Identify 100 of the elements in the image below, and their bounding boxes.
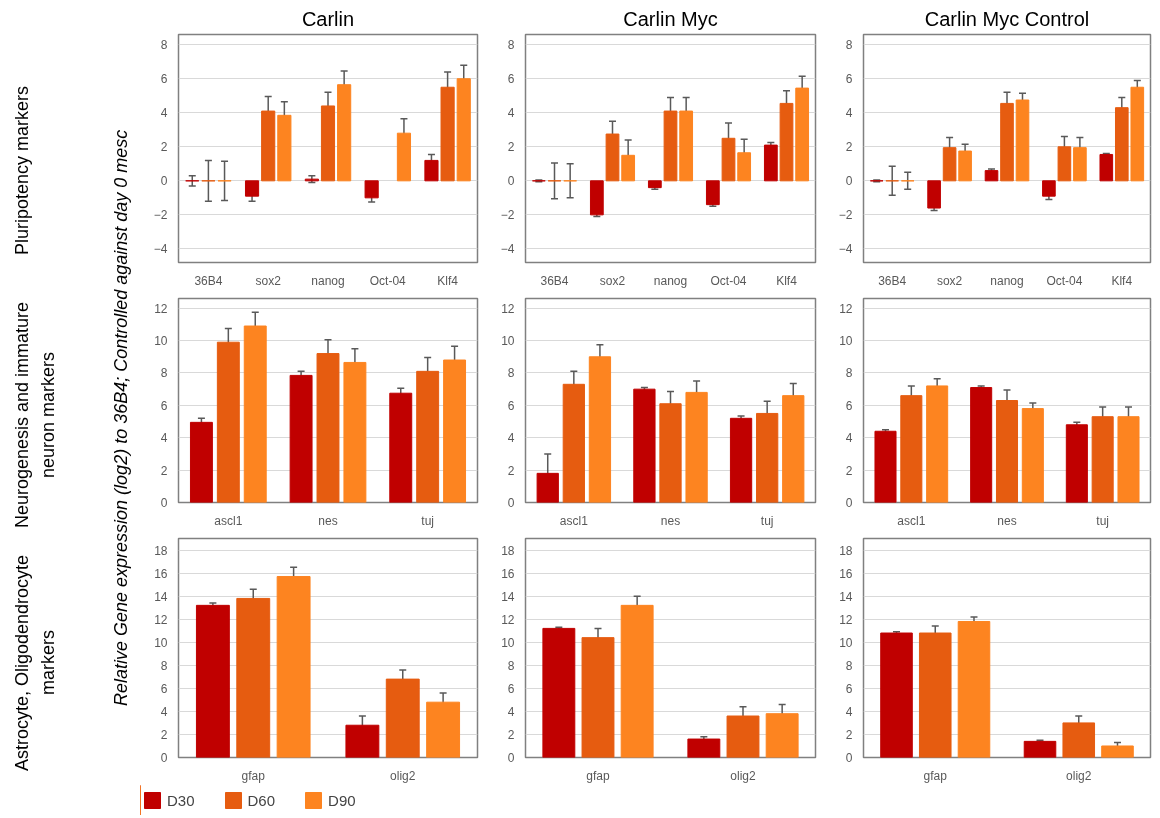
y-tick-label: 8 <box>507 366 515 381</box>
bar <box>1114 107 1129 182</box>
y-tick-label: 0 <box>845 174 853 189</box>
y-tick-label: 2 <box>845 463 853 478</box>
y-tick-label: 16 <box>839 566 853 581</box>
bar <box>581 637 615 758</box>
x-tick-label: 36B4 <box>540 273 569 288</box>
y-tick-label: 12 <box>154 612 168 627</box>
bar <box>1091 416 1114 503</box>
bar <box>261 110 276 182</box>
bar <box>443 359 467 503</box>
y-tick-label: 0 <box>507 751 515 765</box>
y-tick-label: 4 <box>507 106 515 121</box>
y-tick-label: 2 <box>845 140 853 155</box>
y-tick-label: 18 <box>839 543 853 558</box>
y-tick-label: −2 <box>500 208 515 223</box>
x-tick-label: Klf4 <box>1111 273 1133 288</box>
bar <box>1000 102 1014 182</box>
chart-title: Carlin Myc Control <box>924 7 1090 30</box>
x-tick-label: 36B4 <box>194 273 223 288</box>
bar <box>337 84 352 182</box>
bar <box>647 180 662 189</box>
x-tick-label: ascl1 <box>559 513 589 528</box>
x-tick-label: olig2 <box>390 768 416 783</box>
x-tick-label: Klf4 <box>776 273 798 288</box>
x-tick-label: nes <box>660 513 681 528</box>
x-tick-label: nes <box>997 513 1017 528</box>
bar <box>440 86 455 182</box>
y-tick-label: 6 <box>507 681 515 696</box>
y-tick-label: 10 <box>839 635 853 650</box>
y-tick-label: 2 <box>160 463 168 478</box>
bar <box>1117 416 1140 503</box>
bar <box>705 180 720 206</box>
bar <box>927 180 941 209</box>
bar <box>621 154 636 182</box>
bar <box>918 632 952 758</box>
bar <box>765 713 799 758</box>
bar <box>726 715 760 758</box>
x-tick-label: olig2 <box>730 768 756 783</box>
bar <box>795 87 810 182</box>
bar <box>345 724 380 758</box>
text: Relative Gene expression (log2) to 36B4; Controlled against day 0 mesc <box>110 129 132 706</box>
y-tick-label: 12 <box>154 301 168 316</box>
y-tick-label: 4 <box>160 704 168 719</box>
y-tick-label: −4 <box>153 242 168 257</box>
y-tick-label: 0 <box>160 751 168 765</box>
x-tick-label: ascl1 <box>214 513 243 528</box>
bar <box>1057 146 1072 182</box>
bar <box>589 180 604 216</box>
bar <box>763 144 778 182</box>
y-tick-label: 10 <box>154 334 168 349</box>
bar <box>396 132 412 182</box>
y-tick-label: 4 <box>160 106 168 121</box>
x-tick-label: Oct-04 <box>710 273 747 288</box>
bar <box>880 632 913 758</box>
y-tick-label: 4 <box>160 431 168 446</box>
y-axis-title: Neurogenesis and immature neuron markers <box>11 300 59 531</box>
y-tick-label: 2 <box>845 727 853 742</box>
y-tick-label: 6 <box>160 72 168 87</box>
y-tick-label: 0 <box>507 174 515 189</box>
bar <box>605 133 620 182</box>
y-tick-label: 0 <box>507 496 515 510</box>
bar <box>562 383 585 503</box>
y-tick-label: 6 <box>845 398 853 413</box>
y-tick-label: 6 <box>160 681 168 696</box>
legend-label: D60 <box>247 791 276 809</box>
bar <box>874 430 897 503</box>
bar <box>659 403 682 503</box>
bar <box>276 576 311 758</box>
bar <box>588 356 612 503</box>
y-tick-label: 6 <box>845 681 853 696</box>
x-tick-label: gfap <box>923 768 948 783</box>
y-tick-label: 8 <box>845 658 853 673</box>
bar <box>1062 722 1096 758</box>
y-tick-label: −4 <box>500 242 515 257</box>
bar <box>343 361 367 503</box>
x-tick-label: nanog <box>990 273 1024 288</box>
bar <box>900 395 923 503</box>
bar <box>685 391 708 503</box>
y-tick-label: 0 <box>845 496 853 510</box>
y-tick-label: 12 <box>501 612 515 627</box>
bar <box>277 114 292 182</box>
bar <box>289 374 313 503</box>
y-tick-label: 16 <box>501 566 515 581</box>
bar <box>984 170 999 182</box>
y-axis-title: Pluripotency markers <box>11 85 33 255</box>
y-tick-label: 2 <box>160 140 168 155</box>
legend-label: D30 <box>167 791 195 809</box>
y-tick-label: 4 <box>845 431 853 446</box>
bar <box>536 472 559 503</box>
bar <box>456 78 471 182</box>
y-tick-label: 8 <box>507 658 515 673</box>
x-tick-label: sox2 <box>599 273 626 288</box>
bar <box>542 627 576 758</box>
bar <box>320 105 336 182</box>
bar <box>1130 86 1145 182</box>
y-tick-label: 12 <box>839 612 853 627</box>
y-tick-label: 4 <box>507 431 515 446</box>
bar <box>1065 424 1088 503</box>
bar <box>1073 147 1087 182</box>
